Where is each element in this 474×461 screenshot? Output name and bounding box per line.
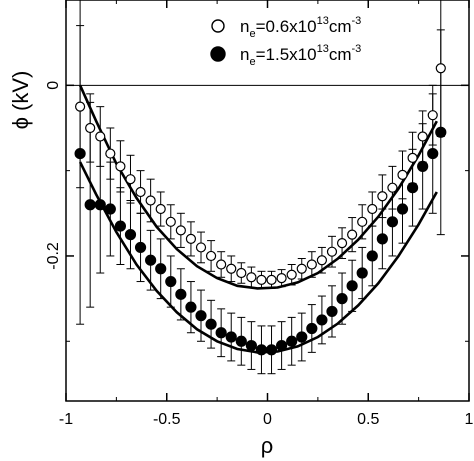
filled-circle-point	[376, 233, 388, 245]
x-axis-label: ρ	[261, 433, 274, 458]
filled-circle-point	[245, 339, 257, 352]
filled-circle-point	[386, 216, 399, 228]
filled-circle-point	[165, 275, 177, 288]
filled-circle-point	[435, 126, 447, 138]
filled-circle-point	[306, 322, 318, 335]
open-circle-point	[276, 273, 287, 284]
filled-circle-point	[124, 229, 137, 241]
open-circle-point	[407, 152, 418, 163]
open-circle-point	[256, 274, 267, 285]
open-circle-point	[306, 259, 317, 270]
filled-circle-point	[356, 267, 368, 279]
filled-circle-point	[396, 203, 409, 215]
open-circle-point	[326, 246, 338, 257]
legend: ne=0.6x1013cm-3 ne=1.5x1013cm-3	[210, 15, 361, 68]
axis-ticks: -1 -0.5 0 0.5 1 0 -0.2	[45, 0, 474, 428]
open-circle-point	[347, 229, 358, 240]
filled-circle-point	[104, 203, 116, 215]
filled-circle-point	[175, 288, 187, 300]
y-tick-label: -0.2	[45, 242, 62, 270]
open-circle-point	[336, 238, 348, 249]
open-circle-point	[95, 131, 106, 142]
x-tick-label: 0.5	[357, 411, 379, 428]
filled-circle-point	[185, 301, 197, 313]
y-tick-label: 0	[45, 81, 62, 90]
x-tick-label: -0.5	[153, 411, 181, 428]
open-circle-point	[85, 122, 96, 134]
filled-circle-point	[336, 293, 348, 305]
filled-circle-point	[255, 344, 268, 356]
filled-circle-point	[155, 263, 167, 275]
filled-circle-point	[366, 250, 378, 262]
open-circle-point	[377, 191, 388, 202]
open-circle-point	[145, 195, 156, 206]
filled-circle-point	[74, 147, 86, 160]
open-circle-point	[427, 110, 438, 121]
filled-circle-point	[265, 344, 278, 356]
open-circle-point	[226, 263, 237, 274]
legend-label-series-2: ne=1.5x1013cm-3	[240, 43, 361, 68]
open-circle-point	[387, 182, 398, 193]
open-circle-point	[185, 233, 197, 244]
open-circle-point	[367, 203, 378, 215]
open-circle-point	[135, 186, 146, 198]
filled-circle-point	[296, 331, 308, 343]
filled-circle-point	[225, 331, 237, 343]
filled-circle-point	[346, 280, 358, 292]
legend-label-series-1: ne=0.6x1013cm-3	[240, 15, 361, 40]
open-circle-point	[417, 131, 428, 142]
filled-circle-point	[235, 335, 247, 347]
open-circle-point	[397, 169, 408, 181]
fit-curve-series-1	[78, 84, 438, 290]
open-circle-point	[125, 174, 136, 185]
filled-circle-point	[94, 199, 106, 211]
open-circle-point	[246, 272, 257, 283]
filled-circle-point	[326, 305, 338, 318]
open-circle-point	[216, 259, 227, 270]
filled-circle-point	[195, 310, 207, 322]
filled-circle-point	[145, 254, 157, 266]
open-circle-point	[286, 269, 297, 280]
open-circle-point	[316, 255, 328, 266]
open-circle-point	[236, 267, 247, 279]
filled-circle-point	[427, 147, 439, 160]
open-circle-point	[155, 203, 166, 215]
filled-circle-point	[406, 182, 419, 194]
open-circle-point	[266, 274, 277, 285]
open-circle-point	[105, 148, 116, 159]
open-circle-point	[195, 242, 207, 253]
y-axis-label: ϕ (kV)	[8, 71, 33, 130]
x-tick-label: -1	[59, 411, 73, 428]
x-tick-label: 1	[465, 411, 474, 428]
filled-circle-point	[276, 339, 288, 352]
data-markers	[74, 63, 447, 356]
open-circle-point	[435, 63, 446, 74]
filled-circle-point	[286, 335, 298, 347]
filled-circle-point	[417, 160, 429, 172]
filled-circle-point	[134, 241, 147, 254]
open-circle-point	[75, 101, 86, 112]
filled-circle-point	[205, 318, 217, 330]
legend-open-circle-icon	[211, 19, 225, 33]
filled-circle-point	[316, 314, 328, 326]
open-circle-point	[165, 216, 176, 227]
open-circle-point	[296, 263, 307, 274]
filled-circle-point	[114, 220, 127, 232]
filled-circle-point	[84, 199, 96, 211]
open-circle-point	[357, 216, 368, 227]
open-circle-point	[175, 225, 186, 236]
open-circle-point	[205, 250, 217, 262]
legend-filled-circle-icon	[210, 46, 226, 62]
open-circle-point	[115, 161, 126, 172]
filled-circle-point	[215, 327, 227, 339]
x-tick-label: 0	[263, 411, 272, 428]
